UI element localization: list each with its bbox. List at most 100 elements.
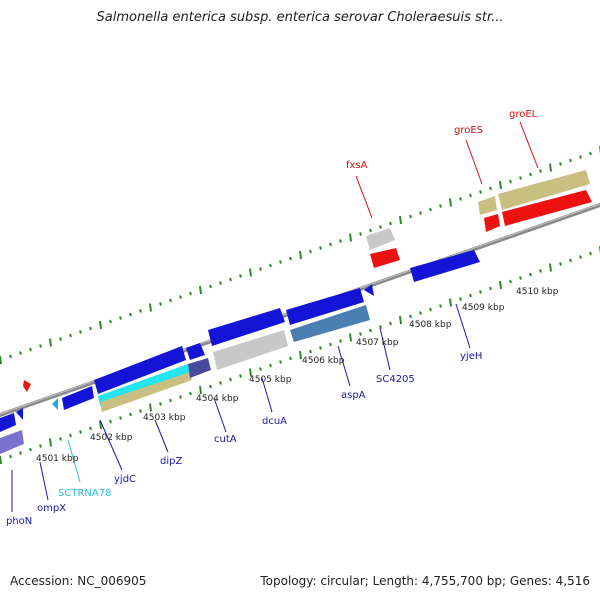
- tick-mark: [269, 363, 272, 368]
- tick-mark: [509, 279, 512, 284]
- tick-mark: [89, 426, 92, 431]
- gene-groEL-red[interactable]: [502, 190, 592, 226]
- tick-mark: [139, 309, 142, 313]
- tick-mark: [99, 420, 102, 430]
- tick-mark: [229, 377, 232, 382]
- kbp-label: 4506 kbp: [302, 356, 345, 366]
- tick-mark: [89, 326, 92, 331]
- tick-mark: [139, 409, 142, 413]
- tick-mark: [429, 307, 432, 312]
- tick-mark: [169, 398, 172, 403]
- tick-mark: [149, 403, 152, 412]
- tick-mark: [539, 269, 542, 273]
- tick-mark: [249, 368, 252, 377]
- kbp-label: 4507 kbp: [356, 338, 399, 348]
- gene-phoN-lavender[interactable]: [0, 430, 24, 454]
- gene-label-yjeH[interactable]: yjeH: [460, 351, 482, 362]
- gene-SC4205-blue[interactable]: [364, 284, 374, 296]
- tick-mark: [339, 339, 342, 343]
- tick-mark: [489, 286, 492, 291]
- tick-mark: [9, 354, 12, 359]
- gene-fxsA-red[interactable]: [370, 248, 400, 268]
- tick-mark: [479, 290, 482, 294]
- tick-mark: [379, 325, 382, 329]
- kbp-label: 4510 kbp: [516, 287, 559, 297]
- tick-mark: [259, 267, 262, 271]
- tick-mark: [329, 342, 332, 347]
- gene-yjeH-blue[interactable]: [410, 250, 480, 282]
- gene-fxsA-grey[interactable]: [366, 228, 395, 250]
- tick-mark: [519, 176, 522, 180]
- gene-SCTRNA78-cyan[interactable]: [52, 398, 58, 410]
- gene-lavender-small[interactable]: [188, 358, 211, 378]
- gene-left-blue-1[interactable]: [0, 413, 16, 432]
- gene-label-fxsA[interactable]: fxsA: [346, 160, 368, 171]
- gene-label-SCTRNA78[interactable]: SCTRNA78: [58, 488, 111, 499]
- gene-olive-lower[interactable]: [100, 372, 192, 412]
- tick-mark: [219, 281, 222, 285]
- gene-label-ompX[interactable]: ompX: [37, 503, 66, 514]
- tick-mark: [119, 316, 122, 320]
- gene-aspA-blue[interactable]: [286, 288, 364, 325]
- tick-mark: [409, 314, 412, 319]
- gene-label-cutA[interactable]: cutA: [214, 434, 237, 445]
- tick-mark: [569, 158, 572, 163]
- gene-label-dcuA[interactable]: dcuA: [262, 416, 287, 427]
- gene-groES-red[interactable]: [484, 214, 500, 232]
- gene-label-groES[interactable]: groES: [454, 125, 483, 136]
- tick-mark: [219, 381, 222, 385]
- tick-mark: [169, 298, 172, 303]
- tick-mark: [59, 337, 62, 341]
- tick-mark: [369, 328, 372, 333]
- kbp-label: 4509 kbp: [462, 303, 505, 313]
- tick-mark: [19, 451, 22, 455]
- gene-yjdC-blue[interactable]: [62, 386, 94, 410]
- tick-mark: [589, 151, 592, 156]
- tick-mark: [149, 303, 152, 312]
- gene-left-blue-2[interactable]: [16, 408, 23, 420]
- label-leaders: [11, 121, 539, 512]
- tick-mark: [69, 333, 72, 338]
- gene-red-small[interactable]: [23, 380, 31, 392]
- gene-aspA-steel[interactable]: [290, 305, 370, 342]
- tick-mark: [319, 246, 322, 250]
- tick-mark: [429, 207, 432, 212]
- tick-mark: [359, 232, 362, 236]
- tick-mark: [119, 416, 122, 420]
- gene-groEL-olive[interactable]: [498, 170, 590, 210]
- tick-mark: [49, 338, 52, 347]
- tick-mark: [19, 351, 22, 355]
- tick-mark: [129, 312, 132, 317]
- tick-mark: [59, 437, 62, 441]
- gene-label-SC4205[interactable]: SC4205: [376, 374, 415, 385]
- tick-mark: [39, 444, 42, 448]
- tick-mark: [39, 344, 42, 348]
- tick-mark: [469, 293, 472, 298]
- tick-mark: [509, 179, 512, 184]
- gene-dcuA-blue[interactable]: [208, 308, 285, 346]
- gene-dipZ-blue[interactable]: [94, 346, 186, 394]
- tick-mark: [99, 320, 102, 330]
- gene-label-aspA[interactable]: aspA: [341, 390, 366, 401]
- tick-mark: [459, 197, 462, 201]
- gene-label-dipZ[interactable]: dipZ: [160, 456, 182, 467]
- tick-mark: [529, 172, 532, 177]
- gene-label-groEL[interactable]: groEL: [509, 109, 538, 120]
- tick-mark: [229, 277, 232, 282]
- tick-mark: [439, 204, 442, 208]
- gene-groES-olive[interactable]: [478, 196, 497, 215]
- tick-mark: [249, 268, 252, 277]
- tick-mark: [279, 360, 282, 364]
- gene-cutA-blue[interactable]: [186, 343, 205, 360]
- tick-mark: [499, 280, 502, 290]
- tick-mark: [239, 374, 242, 378]
- gene-label-phoN[interactable]: phoN: [6, 516, 32, 527]
- tick-mark: [399, 315, 402, 325]
- tick-mark: [159, 402, 162, 406]
- tick-mark: [449, 298, 452, 307]
- tick-mark: [559, 162, 562, 166]
- gene-features: [0, 170, 592, 454]
- gene-dcuA-grey[interactable]: [213, 330, 288, 370]
- gene-label-yjdC[interactable]: yjdC: [114, 474, 136, 485]
